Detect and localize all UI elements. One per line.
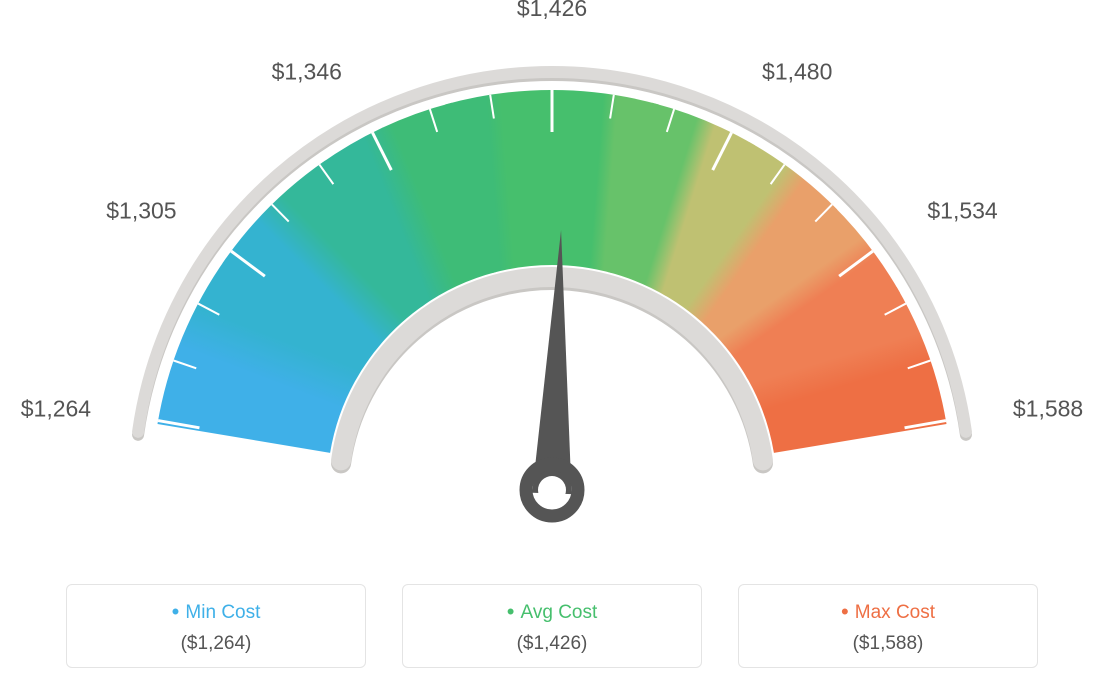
gauge-tick-label: $1,264: [21, 395, 91, 422]
gauge-tick-label: $1,480: [762, 58, 832, 85]
legend-value-avg: ($1,426): [403, 633, 701, 655]
legend-card-min: Min Cost ($1,264): [66, 584, 366, 668]
gauge-chart-container: $1,264 $1,305 $1,346 $1,426 $1,480 $1,534 $1,5…: [0, 0, 1104, 690]
gauge-tick-label: $1,534: [927, 197, 997, 224]
gauge-area: $1,264 $1,305 $1,346 $1,426 $1,480 $1,534 $1,5…: [0, 0, 1104, 560]
legend-title-min: Min Cost: [67, 599, 365, 625]
gauge-tick-label: $1,426: [517, 0, 587, 22]
gauge-tick-label: $1,588: [1013, 395, 1083, 422]
legend-title-avg: Avg Cost: [403, 599, 701, 625]
legend-card-avg: Avg Cost ($1,426): [402, 584, 702, 668]
legend-value-min: ($1,264): [67, 633, 365, 655]
gauge-tick-label: $1,305: [106, 197, 176, 224]
legend-row: Min Cost ($1,264) Avg Cost ($1,426) Max …: [0, 584, 1104, 668]
gauge-tick-label: $1,346: [272, 58, 342, 85]
legend-value-max: ($1,588): [739, 633, 1037, 655]
legend-title-max: Max Cost: [739, 599, 1037, 625]
legend-card-max: Max Cost ($1,588): [738, 584, 1038, 668]
gauge-svg: [0, 0, 1104, 560]
